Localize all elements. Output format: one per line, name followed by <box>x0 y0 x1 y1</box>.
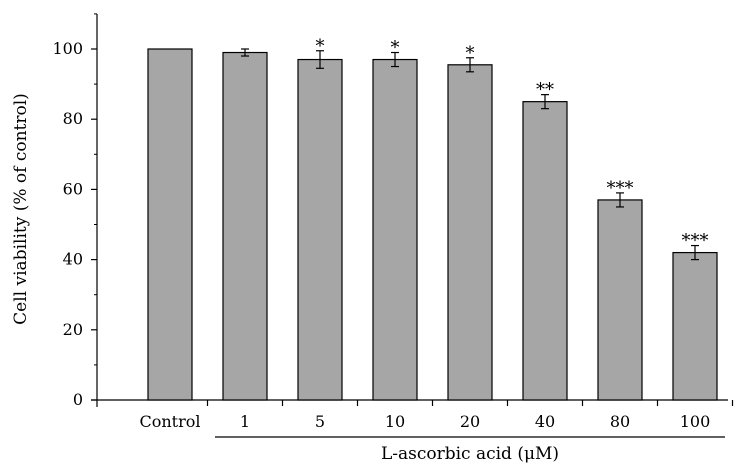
category-label: 40 <box>535 412 555 431</box>
bar <box>222 51 268 401</box>
bar <box>447 64 493 401</box>
x-axis <box>91 399 734 406</box>
significance-label: * <box>391 38 400 59</box>
category-label: 80 <box>610 412 630 431</box>
bar <box>672 251 718 401</box>
category-label: 10 <box>385 412 405 431</box>
category-label: Control <box>139 412 200 431</box>
y-tick-label: 60 <box>63 179 83 198</box>
significance-label: ** <box>536 80 554 101</box>
y-tick-label: 0 <box>73 390 83 409</box>
bars <box>147 48 718 401</box>
bar <box>147 48 193 401</box>
y-axis-title: Cell viability (% of control) <box>11 93 31 325</box>
significance-label: *** <box>607 178 634 199</box>
y-tick-label: 100 <box>52 39 83 58</box>
significance-labels: * * ********* <box>316 36 709 252</box>
x-axis-title: L-ascorbic acid (μM) <box>381 444 559 464</box>
significance-label: * <box>466 43 475 64</box>
bar <box>597 199 643 401</box>
bar <box>372 58 418 401</box>
category-labels: Control 1 5 10 20 40 80 100 <box>139 412 710 431</box>
bar <box>297 58 343 401</box>
y-axis: 0 20 40 60 80 100 <box>52 13 98 409</box>
category-label: 100 <box>680 412 711 431</box>
category-label: 1 <box>240 412 250 431</box>
group-bracket: L-ascorbic acid (μM) <box>215 436 725 464</box>
category-label: 20 <box>460 412 480 431</box>
significance-label: * <box>316 36 325 57</box>
y-tick-label: 40 <box>63 250 83 269</box>
significance-label: *** <box>682 231 709 252</box>
error-bars <box>241 48 699 261</box>
y-tick-label: 80 <box>63 109 83 128</box>
category-label: 5 <box>315 412 325 431</box>
bar <box>522 101 568 401</box>
y-tick-label: 20 <box>63 320 83 339</box>
